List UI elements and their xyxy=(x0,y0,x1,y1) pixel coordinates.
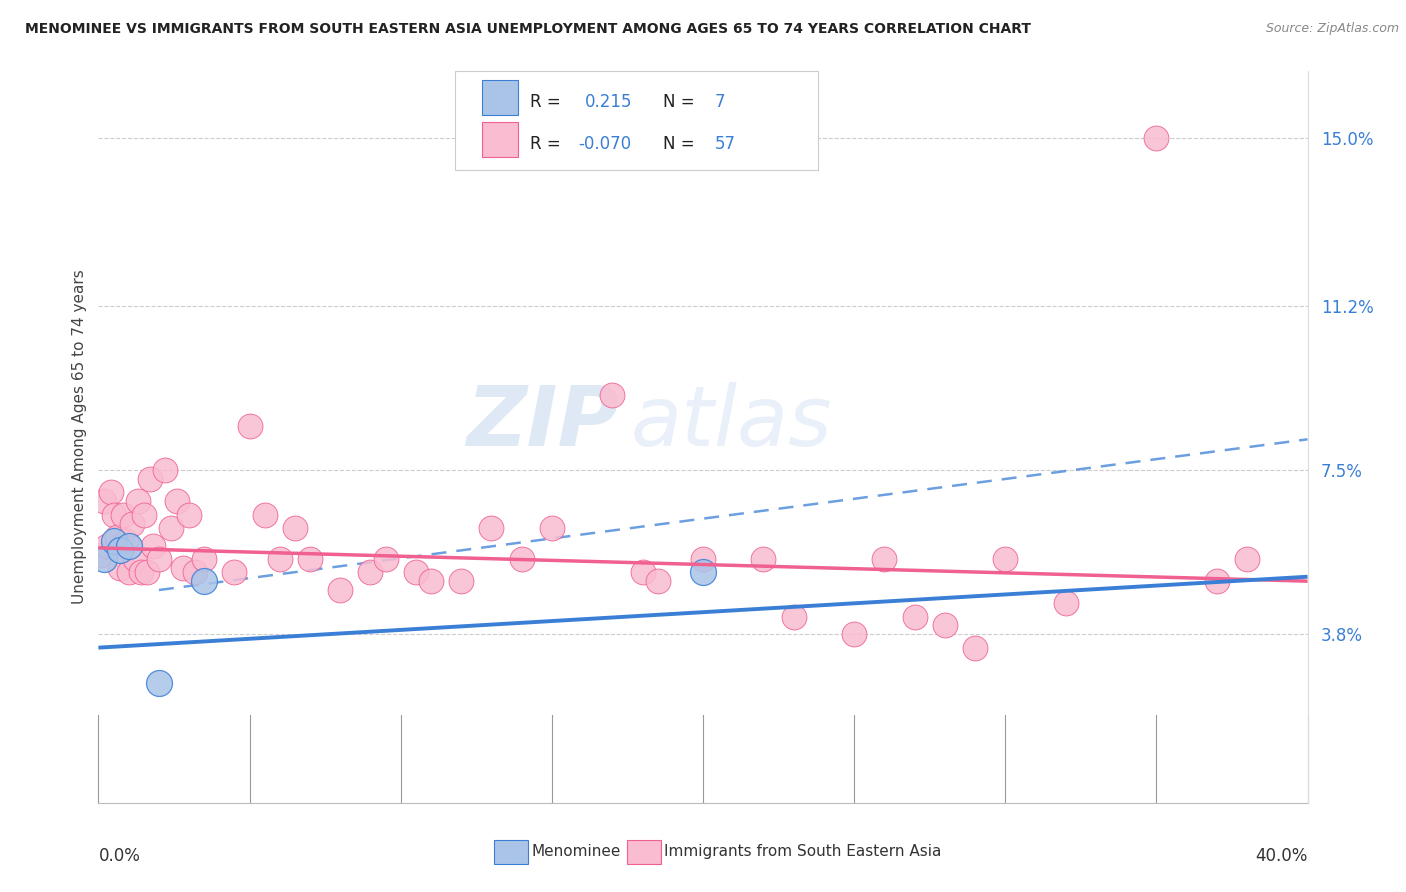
Point xyxy=(105,530,128,544)
Point xyxy=(118,566,141,580)
Text: 0.215: 0.215 xyxy=(585,94,633,112)
Point xyxy=(224,566,246,580)
Point xyxy=(360,566,382,580)
Text: 0.0%: 0.0% xyxy=(98,847,141,864)
Point xyxy=(103,534,125,549)
Point xyxy=(114,534,136,549)
Point xyxy=(692,552,714,566)
Point xyxy=(510,552,533,566)
Text: N =: N = xyxy=(664,94,700,112)
Point xyxy=(193,574,215,589)
Point xyxy=(93,494,115,508)
Text: Source: ZipAtlas.com: Source: ZipAtlas.com xyxy=(1265,22,1399,36)
Point xyxy=(253,508,276,522)
Point xyxy=(540,521,562,535)
Text: atlas: atlas xyxy=(630,382,832,463)
Point xyxy=(129,566,152,580)
Point xyxy=(420,574,443,589)
Point xyxy=(135,566,157,580)
FancyBboxPatch shape xyxy=(482,80,517,115)
FancyBboxPatch shape xyxy=(627,840,661,863)
Point xyxy=(647,574,669,589)
Point xyxy=(96,539,118,553)
Point xyxy=(269,552,291,566)
Point xyxy=(692,566,714,580)
Y-axis label: Unemployment Among Ages 65 to 74 years: Unemployment Among Ages 65 to 74 years xyxy=(72,269,87,605)
Point xyxy=(108,543,131,558)
Text: -0.070: -0.070 xyxy=(578,136,631,153)
Point xyxy=(631,566,654,580)
Text: 7: 7 xyxy=(716,94,725,112)
Point xyxy=(121,516,143,531)
Point xyxy=(90,548,112,562)
Point xyxy=(118,539,141,553)
Point xyxy=(148,552,170,566)
Point xyxy=(142,539,165,553)
Point xyxy=(904,609,927,624)
Point xyxy=(148,676,170,690)
Point xyxy=(184,566,207,580)
Point xyxy=(239,419,262,434)
Point xyxy=(124,552,146,566)
Point xyxy=(1054,596,1077,610)
Point xyxy=(111,508,134,522)
FancyBboxPatch shape xyxy=(456,71,818,170)
Point xyxy=(127,494,149,508)
Point xyxy=(873,552,896,566)
Point xyxy=(1146,131,1168,145)
Text: Menominee: Menominee xyxy=(531,845,620,859)
Point xyxy=(752,552,775,566)
Point xyxy=(179,508,201,522)
Point xyxy=(602,388,624,402)
Text: 40.0%: 40.0% xyxy=(1256,847,1308,864)
Text: R =: R = xyxy=(530,136,567,153)
Point xyxy=(329,582,352,597)
Point xyxy=(450,574,472,589)
Point xyxy=(153,463,176,477)
Point xyxy=(172,561,194,575)
Point xyxy=(844,627,866,641)
Point xyxy=(93,552,115,566)
Point xyxy=(299,552,322,566)
Point xyxy=(405,566,427,580)
Point xyxy=(100,485,122,500)
Text: Immigrants from South Eastern Asia: Immigrants from South Eastern Asia xyxy=(664,845,942,859)
Point xyxy=(965,640,987,655)
Point xyxy=(284,521,307,535)
Point xyxy=(1236,552,1258,566)
Point xyxy=(934,618,956,632)
Text: R =: R = xyxy=(530,94,567,112)
Point xyxy=(193,552,215,566)
Point xyxy=(108,561,131,575)
Text: ZIP: ZIP xyxy=(465,382,619,463)
FancyBboxPatch shape xyxy=(482,122,517,158)
Point xyxy=(103,508,125,522)
Point xyxy=(160,521,183,535)
Point xyxy=(132,508,155,522)
Text: 57: 57 xyxy=(716,136,737,153)
Point xyxy=(481,521,503,535)
Point xyxy=(994,552,1017,566)
Text: N =: N = xyxy=(664,136,700,153)
Text: MENOMINEE VS IMMIGRANTS FROM SOUTH EASTERN ASIA UNEMPLOYMENT AMONG AGES 65 TO 74: MENOMINEE VS IMMIGRANTS FROM SOUTH EASTE… xyxy=(25,22,1032,37)
Point xyxy=(166,494,188,508)
Point xyxy=(1206,574,1229,589)
Point xyxy=(139,472,162,486)
FancyBboxPatch shape xyxy=(494,840,527,863)
Point xyxy=(783,609,806,624)
Point xyxy=(374,552,396,566)
